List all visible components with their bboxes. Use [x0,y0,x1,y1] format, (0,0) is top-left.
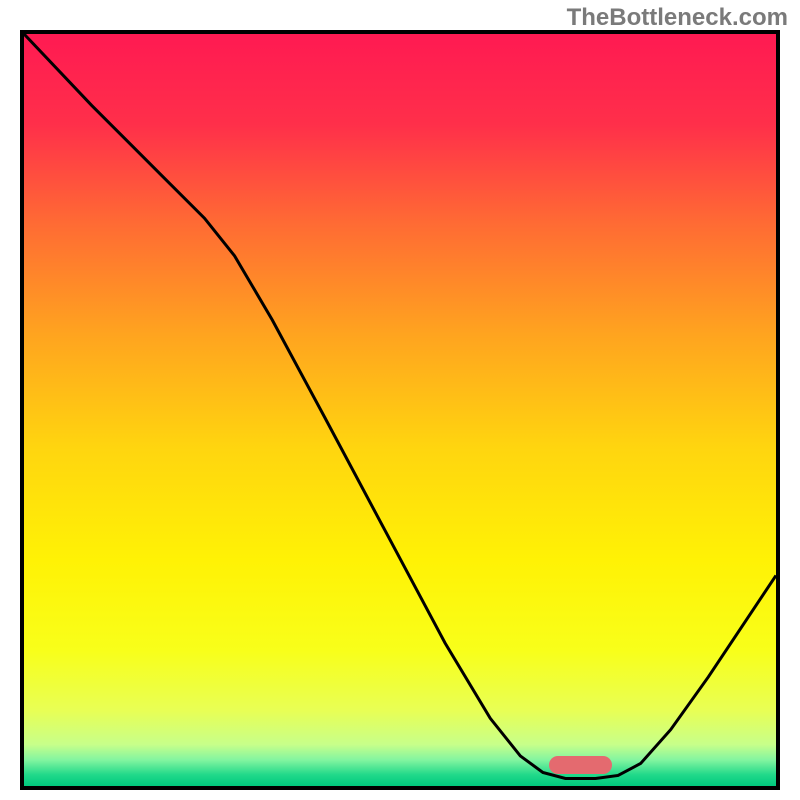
bottleneck-curve [24,34,776,778]
curve-layer [24,34,776,786]
plot-area [20,30,780,790]
chart-container: TheBottleneck.com [0,0,800,800]
watermark-text: TheBottleneck.com [567,4,788,32]
optimal-zone-marker [549,756,613,773]
